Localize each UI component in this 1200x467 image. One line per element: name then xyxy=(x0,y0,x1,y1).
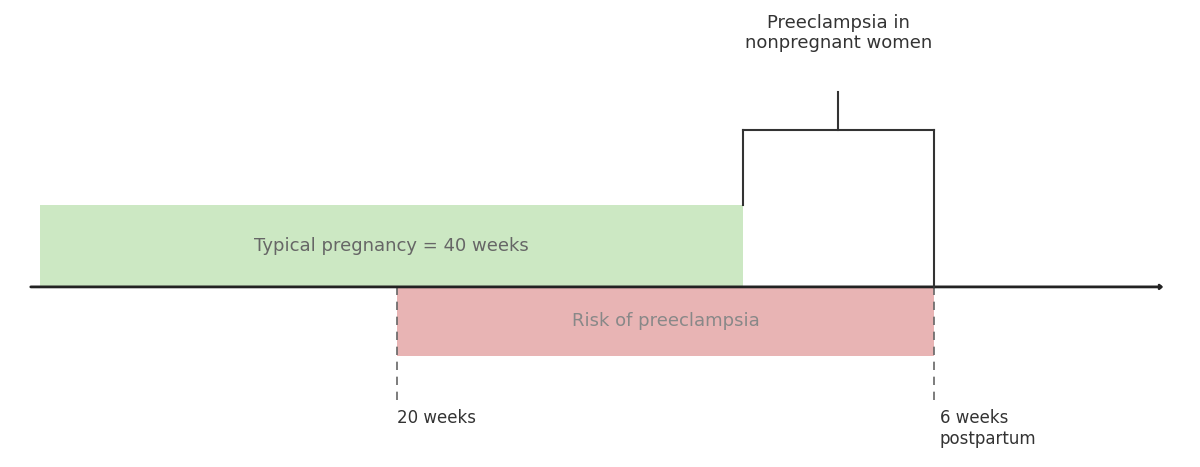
Text: Risk of preeclampsia: Risk of preeclampsia xyxy=(571,312,760,331)
Text: Typical pregnancy = 40 weeks: Typical pregnancy = 40 weeks xyxy=(254,237,529,255)
Text: 6 weeks
postpartum: 6 weeks postpartum xyxy=(940,410,1037,448)
Bar xyxy=(397,287,934,356)
Text: 20 weeks: 20 weeks xyxy=(397,410,476,427)
Bar xyxy=(40,205,743,287)
Text: Preeclampsia in
nonpregnant women: Preeclampsia in nonpregnant women xyxy=(745,14,932,52)
